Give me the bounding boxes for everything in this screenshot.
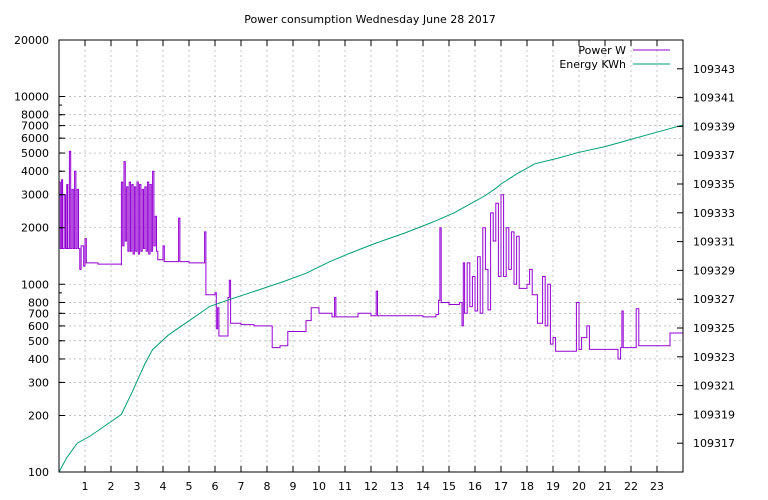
y2-tick-label: 109321 <box>693 380 735 393</box>
y-tick-label: 400 <box>28 353 49 366</box>
y2-tick-label: 109337 <box>693 149 735 162</box>
series-line-energy <box>58 124 684 473</box>
y-tick-label: 500 <box>28 335 49 348</box>
x-tick-label: 10 <box>312 480 326 493</box>
y-tick-label: 1000 <box>21 278 49 291</box>
y-tick-label: 100 <box>28 466 49 479</box>
x-tick-label: 18 <box>520 480 534 493</box>
x-tick-label: 13 <box>390 480 404 493</box>
x-tick-label: 2 <box>108 480 115 493</box>
y-tick-label: 5000 <box>21 147 49 160</box>
x-axis: 1 2 3 4 5 6 7 8 9 10 11 12 13 14 15 16 17 18 19 20 21 22 23 <box>82 40 664 493</box>
legend-entry-energy: Energy KWh <box>559 58 670 71</box>
chart-title: Power consumption Wednesday June 28 2017 <box>244 13 496 26</box>
y-tick-label: 2000 <box>21 222 49 235</box>
y2-tick-label: 109329 <box>693 264 735 277</box>
y-tick-label: 200 <box>28 409 49 422</box>
y2-tick-label: 109317 <box>693 437 735 450</box>
x-tick-label: 15 <box>442 480 456 493</box>
series-layer <box>58 124 684 473</box>
y-tick-label: 4000 <box>21 165 49 178</box>
x-tick-label: 19 <box>546 480 560 493</box>
x-tick-label: 1 <box>82 480 89 493</box>
y-tick-label: 600 <box>28 320 49 333</box>
x-tick-label: 16 <box>468 480 482 493</box>
x-tick-label: 14 <box>416 480 430 493</box>
y-tick-label: 300 <box>28 376 49 389</box>
x-tick-label: 6 <box>212 480 219 493</box>
x-tick-label: 21 <box>598 480 612 493</box>
y2-tick-label: 109343 <box>693 63 735 76</box>
y-tick-label: 800 <box>28 296 49 309</box>
legend-label-energy: Energy KWh <box>559 58 626 71</box>
x-tick-label: 7 <box>238 480 245 493</box>
x-tick-label: 3 <box>134 480 141 493</box>
x-tick-label: 11 <box>338 480 352 493</box>
y2-tick-label: 109325 <box>693 322 735 335</box>
y2-tick-label: 109335 <box>693 178 735 191</box>
y2-tick-label: 109339 <box>693 120 735 133</box>
y2-tick-label: 109319 <box>693 408 735 421</box>
y-tick-label: 3000 <box>21 189 49 202</box>
x-tick-label: 9 <box>290 480 297 493</box>
y-tick-label: 8000 <box>21 109 49 122</box>
legend: Power W Energy KWh <box>559 44 670 71</box>
y2-tick-label: 109331 <box>693 236 735 249</box>
y-tick-label: 20000 <box>14 34 49 47</box>
y-tick-label: 10000 <box>14 91 49 104</box>
x-tick-label: 23 <box>650 480 664 493</box>
x-tick-label: 22 <box>624 480 638 493</box>
y-tick-label: 7000 <box>21 120 49 133</box>
grid <box>59 40 683 472</box>
x-tick-label: 17 <box>494 480 508 493</box>
y2-tick-label: 109333 <box>693 207 735 220</box>
x-tick-label: 12 <box>364 480 378 493</box>
y-tick-label: 6000 <box>21 132 49 145</box>
series-line-power <box>59 150 683 360</box>
x-tick-label: 8 <box>264 480 271 493</box>
legend-label-power: Power W <box>578 44 626 57</box>
y-tick-label: 700 <box>28 307 49 320</box>
y2-tick-label: 109341 <box>693 92 735 105</box>
x-tick-label: 4 <box>160 480 167 493</box>
y2-tick-label: 109327 <box>693 293 735 306</box>
y2-tick-label: 109323 <box>693 351 735 364</box>
x-tick-label: 20 <box>572 480 586 493</box>
y-axis-right: 109317 109319 109321 109323 109325 109327 1093… <box>677 63 735 450</box>
x-tick-label: 5 <box>186 480 193 493</box>
legend-entry-power: Power W <box>578 44 670 57</box>
